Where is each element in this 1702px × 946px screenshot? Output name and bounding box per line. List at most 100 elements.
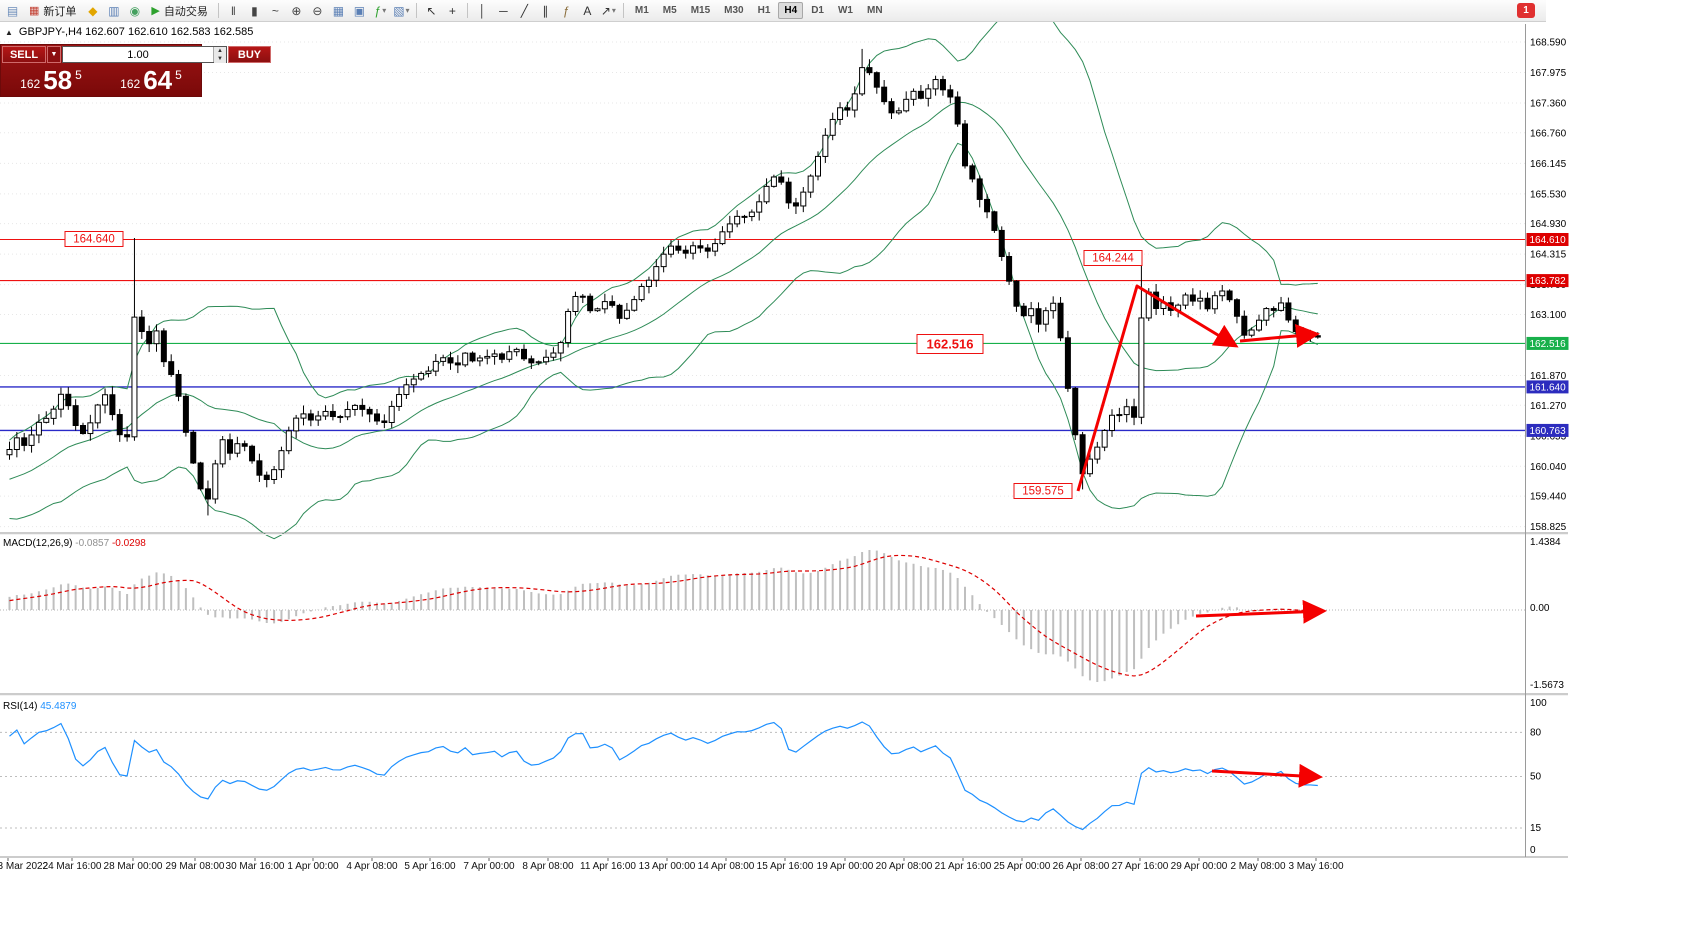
- rsi-label: RSI(14) 45.4879: [3, 701, 77, 712]
- indicators-icon[interactable]: ƒ ▾: [371, 2, 390, 20]
- chart-plot-area[interactable]: [0, 22, 1525, 857]
- rsi-panel: RSI(14) 45.4879 100 80 50 15 0: [0, 698, 1547, 856]
- line-chart-icon-glyph: ~: [271, 3, 279, 18]
- timeframe-d1-button[interactable]: D1: [811, 5, 824, 16]
- svg-text:13 Apr 00:00: 13 Apr 00:00: [639, 861, 696, 872]
- zoom-out-icon[interactable]: ⊖: [308, 2, 327, 20]
- svg-text:50: 50: [1530, 772, 1542, 783]
- svg-text:23 Mar 2022: 23 Mar 2022: [0, 861, 49, 872]
- timeframe-h4-button[interactable]: H4: [778, 2, 804, 19]
- trade-panel-controls: SELL ▼ ▲ ▼ BUY: [1, 45, 271, 64]
- svg-text:14 Apr 08:00: 14 Apr 08:00: [698, 861, 755, 872]
- notification-badge[interactable]: 1: [1517, 3, 1535, 18]
- scale-price-box: [1526, 380, 1569, 394]
- market-watch-icon[interactable]: ▥: [104, 2, 123, 20]
- svg-text:160.040: 160.040: [1530, 462, 1567, 473]
- horizontal-line-icon[interactable]: ─: [494, 2, 513, 20]
- data-window-icon[interactable]: ◉: [125, 2, 144, 20]
- timeframe-mn-button[interactable]: MN: [866, 5, 883, 16]
- zoom-out-icon-glyph: ⊖: [312, 3, 323, 18]
- bollinger-middle: [9, 101, 1318, 480]
- svg-text:30 Mar 16:00: 30 Mar 16:00: [226, 861, 285, 872]
- svg-text:27 Apr 16:00: 27 Apr 16:00: [1112, 861, 1169, 872]
- bar-chart-icon[interactable]: ‖: [224, 2, 243, 20]
- volume-stepper: ▲ ▼: [213, 47, 226, 63]
- timeframe-m5-button[interactable]: M5: [662, 5, 677, 16]
- sideways-trend-arrow: [1239, 323, 1320, 348]
- svg-text:159.440: 159.440: [1530, 492, 1567, 503]
- zoom-in-icon[interactable]: ⊕: [287, 2, 306, 20]
- price-levels[interactable]: [0, 238, 1525, 432]
- buy-button[interactable]: BUY: [228, 46, 271, 63]
- fibonacci-icon[interactable]: ƒ: [557, 2, 576, 20]
- timeframe-w1-button[interactable]: W1: [837, 5, 853, 16]
- chevron-down-icon: ▼: [50, 51, 58, 58]
- rsi-line: [9, 721, 1318, 831]
- scale-price-box: [1526, 423, 1569, 437]
- svg-text:29 Mar 08:00: 29 Mar 08:00: [166, 861, 225, 872]
- timeframe-h1-button[interactable]: H1: [757, 5, 771, 16]
- candlestick-chart-icon[interactable]: ▮: [245, 2, 264, 20]
- trendline-icon[interactable]: ╱: [515, 2, 534, 20]
- rsi-flat-arrow: [1211, 763, 1323, 788]
- arrow-objects-icon[interactable]: ↗ ▾: [599, 2, 618, 20]
- tile-windows-icon[interactable]: ▦: [329, 2, 348, 20]
- toolbar-separator: [217, 3, 219, 18]
- cursor-icon[interactable]: ↖: [422, 2, 441, 20]
- svg-text:162.516: 162.516: [927, 337, 974, 352]
- svg-text:158.825: 158.825: [1530, 522, 1567, 533]
- chevron-down-icon: ▾: [611, 6, 616, 15]
- line-chart-icon[interactable]: ~: [266, 2, 285, 20]
- svg-text:29 Apr 00:00: 29 Apr 00:00: [1171, 861, 1228, 872]
- new-order-button[interactable]: ▦ 新订单: [24, 2, 81, 20]
- chart-annotations[interactable]: 164.640 164.244 162.516 159.575: [64, 231, 1143, 499]
- text-label-icon[interactable]: A: [578, 2, 597, 20]
- price-scale[interactable]: 168.590 167.975 167.360 166.760 166.145 165.5…: [1526, 37, 1569, 533]
- sell-price-display[interactable]: 162 58 5: [1, 64, 101, 96]
- channel-icon[interactable]: ∥: [536, 2, 555, 20]
- buy-price-display[interactable]: 162 64 5: [101, 64, 201, 96]
- trade-panel-prices: 162 58 5 162 64 5: [1, 64, 201, 96]
- mql5-community-icon[interactable]: ◆: [83, 2, 102, 20]
- timeframe-m15-button[interactable]: M15: [690, 5, 711, 16]
- new-order-button-label: 新订单: [43, 5, 77, 18]
- vertical-line-icon[interactable]: │: [473, 2, 492, 20]
- svg-text:11 Apr 16:00: 11 Apr 16:00: [580, 861, 636, 872]
- price-annotation-box: [916, 334, 984, 354]
- chevron-down-icon: ▾: [405, 6, 410, 15]
- buy-price-sup: 5: [175, 67, 182, 82]
- volume-decrease-button[interactable]: ▼: [214, 55, 226, 63]
- volume-input[interactable]: [63, 47, 213, 62]
- templates-icon[interactable]: ▧ ▾: [392, 2, 411, 20]
- sell-button[interactable]: SELL: [2, 46, 46, 63]
- new-chart-icon[interactable]: ▤: [3, 2, 22, 20]
- buy-price-big: 64: [143, 65, 173, 95]
- svg-text:26 Apr 08:00: 26 Apr 08:00: [1053, 861, 1110, 872]
- timeframe-m1-button[interactable]: M1: [634, 5, 649, 16]
- svg-text:3 May 16:00: 3 May 16:00: [1288, 861, 1343, 872]
- volume-increase-button[interactable]: ▲: [214, 47, 226, 55]
- order-type-dropdown[interactable]: ▼: [47, 46, 61, 63]
- trend-arrows[interactable]: [1076, 284, 1327, 788]
- svg-text:24 Mar 16:00: 24 Mar 16:00: [43, 861, 102, 872]
- svg-text:164.610: 164.610: [1530, 235, 1567, 246]
- crosshair-icon[interactable]: +: [443, 2, 462, 20]
- svg-text:19 Apr 00:00: 19 Apr 00:00: [817, 861, 874, 872]
- candlestick-series: [6, 48, 1321, 516]
- zoom-in-icon-glyph: ⊕: [291, 3, 302, 18]
- indicators-icon-glyph: ƒ: [374, 3, 382, 18]
- toolbar-separator: [415, 3, 417, 18]
- svg-text:164.315: 164.315: [1530, 250, 1567, 261]
- toolbar-separator: [466, 3, 468, 18]
- tile-windows-icon-glyph: ▦: [332, 3, 345, 18]
- svg-text:8 Apr 08:00: 8 Apr 08:00: [522, 861, 574, 872]
- panel-splitters[interactable]: [0, 24, 1568, 858]
- svg-text:159.575: 159.575: [1022, 486, 1064, 498]
- svg-text:160.763: 160.763: [1530, 426, 1567, 437]
- autotrading-button[interactable]: ▶ 自动交易: [146, 2, 212, 20]
- auto-arrange-icon[interactable]: ▣: [350, 2, 369, 20]
- timeframe-m30-button[interactable]: M30: [724, 5, 744, 16]
